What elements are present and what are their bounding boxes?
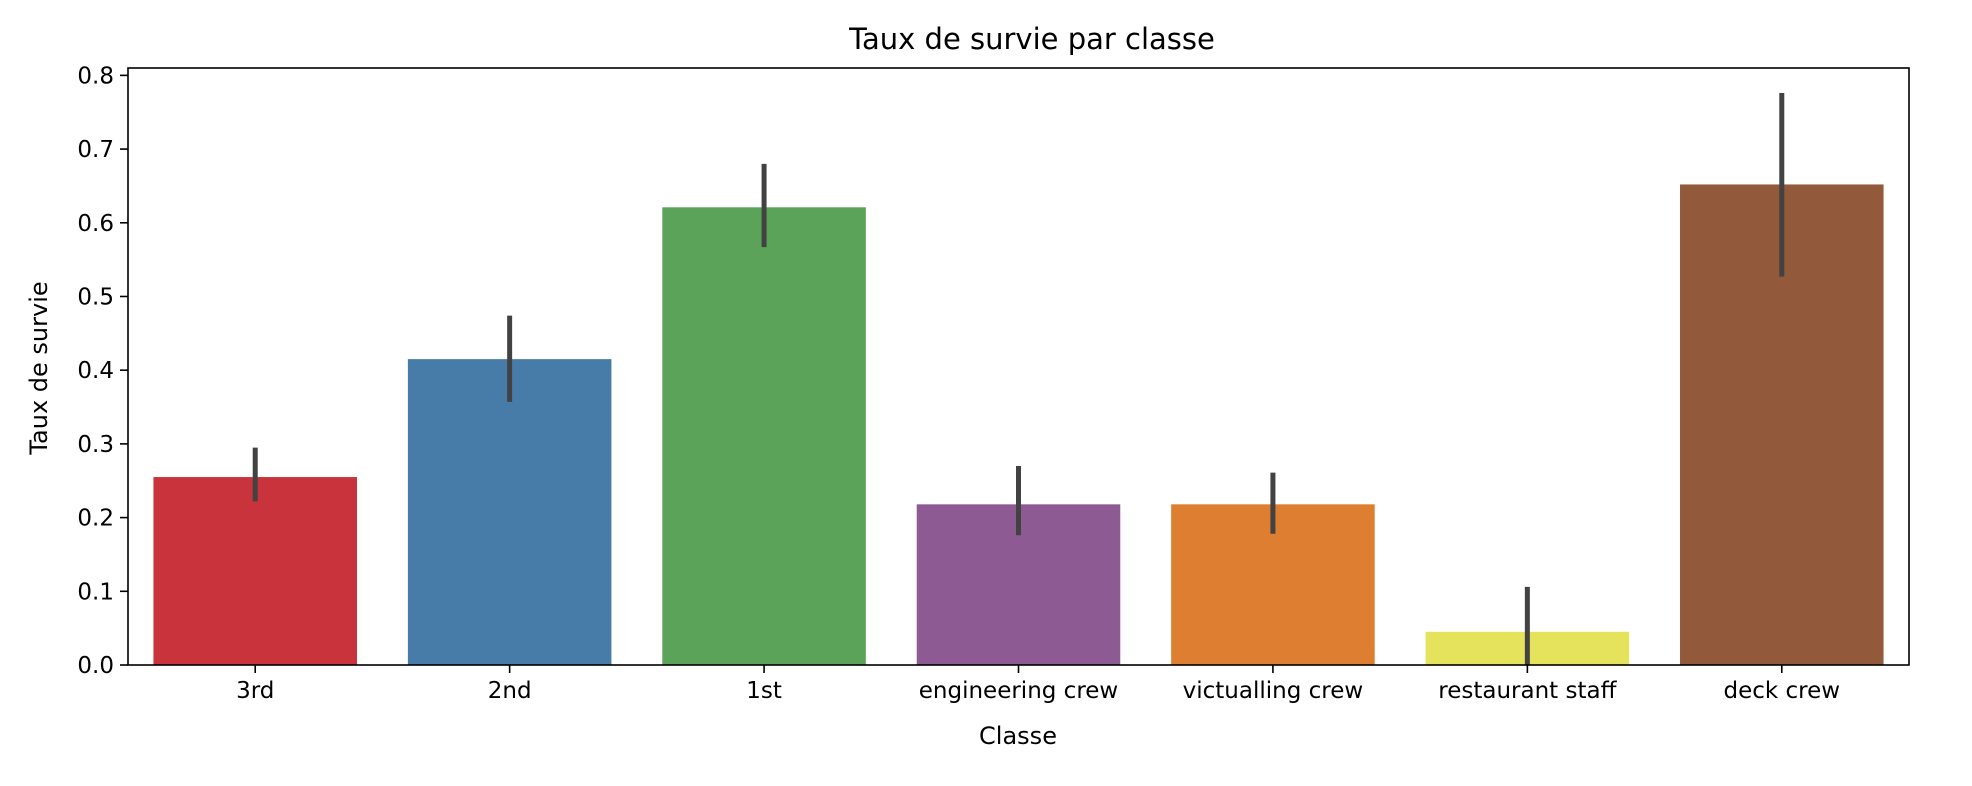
x-axis-label: Classe — [979, 722, 1057, 750]
x-tick-label-0: 3rd — [236, 678, 274, 704]
bar-1 — [407, 359, 612, 665]
x-tick-label-6: deck crew — [1723, 678, 1840, 704]
x-tick-label-2: 1st — [746, 678, 782, 704]
error-bars-layer — [252, 93, 1785, 665]
bars-layer — [153, 184, 1884, 666]
x-tick-label-1: 2nd — [488, 678, 532, 704]
bar-2 — [662, 207, 866, 666]
chart-title: Taux de survie par classe — [848, 22, 1215, 56]
x-tick-label-3: engineering crew — [919, 678, 1119, 704]
y-tick-label-2: 0.2 — [77, 506, 114, 532]
y-tick-label-7: 0.7 — [77, 137, 114, 163]
x-tick-label-5: restaurant staff — [1438, 678, 1617, 704]
y-axis-label: Taux de survie — [25, 281, 53, 455]
y-axis: 0.0 0.1 0.2 0.3 0.4 0.5 0.6 0.7 0.8 — [77, 63, 128, 679]
x-tick-label-4: victualling crew — [1183, 678, 1364, 704]
y-tick-label-5: 0.5 — [77, 284, 114, 310]
y-tick-label-4: 0.4 — [77, 358, 114, 384]
y-tick-label-8: 0.8 — [77, 63, 114, 89]
y-tick-label-6: 0.6 — [77, 211, 114, 237]
y-tick-label-1: 0.1 — [77, 579, 114, 605]
y-tick-label-3: 0.3 — [77, 432, 114, 458]
y-tick-label-0: 0.0 — [77, 653, 114, 679]
x-axis: 3rd 2nd 1st engineering crew victualling cre… — [236, 665, 1840, 704]
bar-0 — [153, 477, 357, 665]
